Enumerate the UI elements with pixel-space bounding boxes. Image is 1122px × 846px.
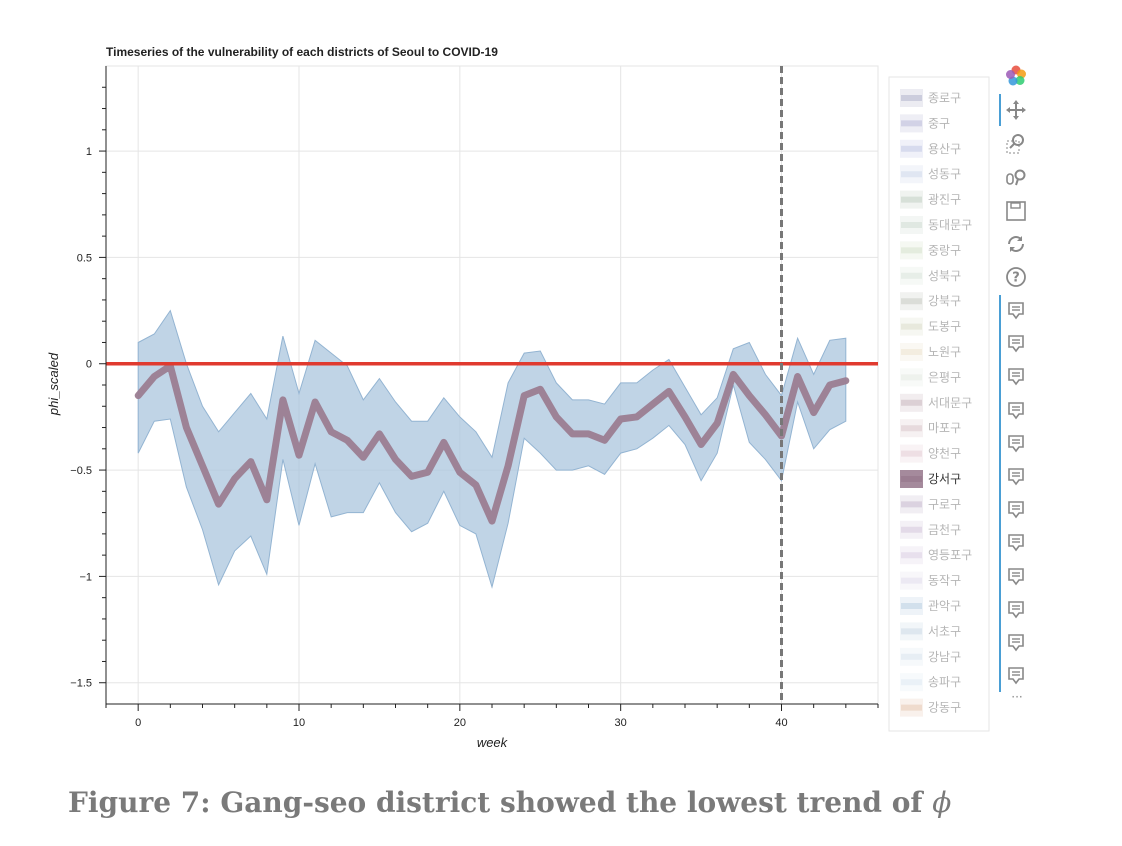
legend-label: 중랑구 [928, 243, 961, 257]
legend-item: 종로구 [900, 89, 961, 107]
legend-label: 영등포구 [928, 548, 972, 562]
legend-item: 강동구 [900, 698, 961, 717]
more-tools-button[interactable]: ··· [1011, 690, 1023, 704]
legend-label: 강북구 [928, 294, 961, 308]
caption-symbol: ϕ [932, 786, 952, 819]
caption-text: Figure 7: Gang-seo district showed the l… [68, 786, 923, 819]
legend-label: 도봉구 [928, 320, 961, 334]
series-lines [134, 362, 850, 525]
y-tick-label: −1 [79, 571, 92, 583]
y-tick-label: 0 [86, 359, 92, 371]
legend-item: 중구 [900, 114, 950, 133]
hover-icon[interactable] [1003, 331, 1029, 357]
active-hover-indicator [999, 295, 1001, 692]
legend-label: 동작구 [928, 574, 961, 588]
y-axis-label: phi_scaled [46, 352, 61, 416]
confidence-band [137, 309, 847, 589]
hover-icon[interactable] [1003, 464, 1029, 490]
hover-icon[interactable] [1003, 530, 1029, 556]
legend-label: 서대문구 [928, 396, 972, 410]
box-zoom-icon[interactable] [1003, 131, 1029, 157]
legend-item: 강북구 [900, 292, 961, 311]
legend-item: 광진구 [900, 190, 961, 209]
hover-icon[interactable] [1003, 431, 1029, 457]
x-tick-label: 20 [454, 717, 466, 729]
hover-icon[interactable] [1003, 497, 1029, 523]
legend: 종로구중구용산구성동구광진구동대문구중랑구성북구강북구도봉구노원구은평구서대문구… [888, 76, 990, 732]
legend-item: 서대문구 [900, 393, 972, 412]
legend-item: 성북구 [900, 266, 961, 285]
legend-item: 강남구 [900, 647, 961, 666]
legend-item: 구로구 [900, 495, 961, 514]
legend-item: 양천구 [900, 444, 961, 463]
y-tick-label: 0.5 [77, 252, 92, 264]
y-tick-label: 1 [86, 146, 92, 158]
svg-text:?: ? [1012, 271, 1020, 286]
legend-item: 서초구 [900, 622, 961, 641]
legend-label: 서초구 [928, 624, 961, 638]
legend-item: 관악구 [900, 597, 961, 615]
legend-label: 마포구 [928, 421, 961, 435]
legend-label: 강서구 [928, 472, 961, 486]
legend-label: 성북구 [928, 269, 961, 283]
legend-item: 동작구 [900, 571, 961, 590]
legend-label: 강남구 [928, 650, 961, 664]
legend-label: 노원구 [928, 345, 961, 359]
legend-item: 금천구 [900, 520, 961, 539]
reset-icon[interactable] [1003, 231, 1029, 257]
legend-item: 강서구 [900, 470, 961, 488]
legend-label: 성동구 [928, 167, 961, 181]
legend-label: 동대문구 [928, 218, 972, 232]
legend-item: 성동구 [900, 165, 961, 184]
legend-label: 광진구 [928, 193, 961, 207]
legend-item: 도봉구 [900, 317, 961, 336]
legend-item: 마포구 [900, 419, 961, 438]
save-icon[interactable] [1003, 198, 1029, 224]
reference-lines [106, 66, 878, 704]
legend-label: 중구 [928, 116, 950, 130]
legend-item: 송파구 [900, 673, 961, 692]
help-icon[interactable]: ? [1003, 264, 1029, 290]
legend-item: 동대문구 [900, 216, 972, 234]
legend-item: 영등포구 [900, 546, 972, 565]
hover-icon[interactable] [1003, 398, 1029, 424]
band-area [137, 309, 847, 589]
legend-item: 용산구 [900, 139, 961, 158]
x-tick-label: 10 [293, 717, 305, 729]
x-tick-label: 30 [615, 717, 627, 729]
hover-icon[interactable] [1003, 364, 1029, 390]
legend-label: 구로구 [928, 497, 961, 511]
wheel-zoom-icon[interactable] [1003, 164, 1029, 190]
series-line-gangseo [134, 362, 850, 525]
legend-label: 강동구 [928, 701, 961, 715]
legend-label: 관악구 [928, 599, 961, 613]
x-axis-label: week [477, 735, 509, 750]
legend-label: 종로구 [928, 91, 961, 105]
legend-label: 금천구 [928, 522, 961, 537]
legend-item: 노원구 [900, 343, 961, 361]
x-tick-label: 0 [135, 717, 141, 729]
legend-label: 양천구 [928, 446, 961, 461]
chart-title: Timeseries of the vulnerability of each … [106, 45, 498, 59]
hover-icon[interactable] [1003, 564, 1029, 590]
axes [99, 66, 879, 711]
legend-label: 은평구 [928, 370, 961, 384]
legend-item: 중랑구 [900, 241, 961, 260]
legend-item: 은평구 [900, 368, 961, 387]
active-tool-indicator [999, 94, 1001, 126]
figure-caption: Figure 7: Gang-seo district showed the l… [68, 786, 951, 819]
hover-icon[interactable] [1003, 597, 1029, 623]
bokeh-logo-icon [1003, 63, 1029, 89]
tick-labels: 0 10 20 30 40 1 0.5 0 −0.5 −1 −1.5 [70, 146, 787, 729]
y-tick-label: −0.5 [70, 465, 92, 477]
legend-label: 용산구 [928, 142, 961, 156]
pan-icon[interactable] [1003, 97, 1029, 123]
hover-icon[interactable] [1003, 630, 1029, 656]
x-tick-label: 40 [775, 717, 787, 729]
hover-icon[interactable] [1003, 663, 1029, 689]
hover-icon[interactable] [1003, 298, 1029, 324]
legend-label: 송파구 [928, 675, 961, 689]
y-tick-label: −1.5 [70, 678, 92, 690]
